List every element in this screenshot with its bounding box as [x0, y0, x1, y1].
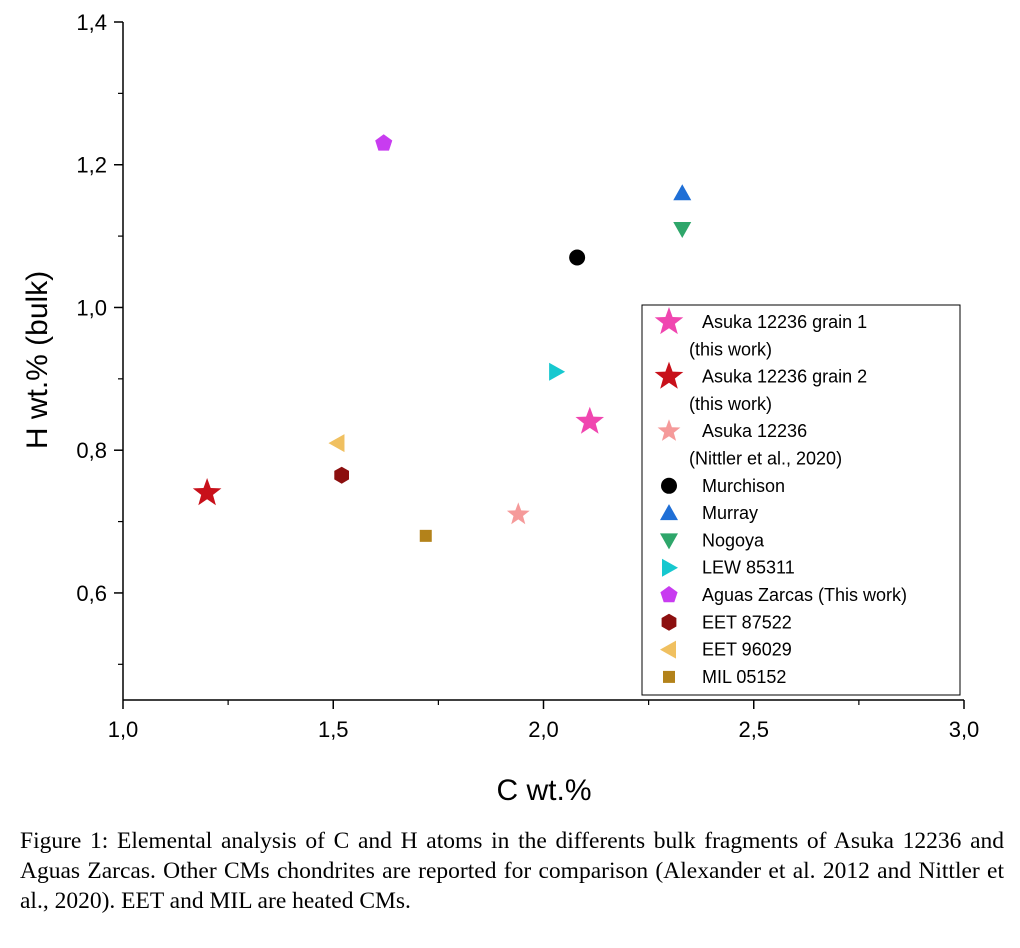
- legend-label: LEW 85311: [702, 558, 795, 578]
- legend-label-continuation: (this work): [689, 394, 772, 414]
- data-point: [575, 406, 604, 434]
- data-point: [506, 502, 530, 525]
- data-point: [192, 478, 222, 506]
- x-axis-title: C wt.%: [496, 774, 591, 807]
- data-point: [328, 434, 345, 453]
- x-tick-label: 2,0: [528, 717, 559, 742]
- legend: Asuka 12236 grain 1 (this work) Asuka 1223…: [641, 304, 961, 696]
- y-tick-label: 1,2: [76, 153, 107, 178]
- legend-marker: [654, 307, 684, 335]
- y-tick-label: 1,0: [76, 295, 107, 320]
- data-point: [419, 529, 432, 542]
- legend-label: Murray: [702, 503, 758, 523]
- legend-label-continuation: (Nittler et al., 2020): [689, 449, 842, 469]
- legend-label: Asuka 12236 grain 2: [702, 367, 867, 387]
- legend-marker: [660, 586, 678, 603]
- y-tick-label: 1,4: [76, 10, 107, 35]
- legend-marker: [663, 670, 675, 683]
- legend-label: EET 96029: [702, 640, 792, 660]
- legend-marker: [660, 504, 678, 521]
- legend-marker: [654, 361, 684, 389]
- legend-label: Asuka 12236 grain 1: [702, 312, 867, 332]
- legend-label: Nogoya: [702, 530, 765, 550]
- data-point: [673, 221, 692, 238]
- scatter-chart: 1,0 1,5 2,0 2,5 3,0 0,6 0,8 1,0 1,2 1,4 Asuka 122…: [21, 10, 979, 807]
- legend-label: EET 87522: [702, 612, 792, 632]
- y-axis-title: H wt.% (bulk): [21, 271, 54, 449]
- legend-label: Asuka 12236: [702, 421, 807, 441]
- legend-label: Murchison: [702, 476, 785, 496]
- data-points: [192, 134, 692, 542]
- y-tick-label: 0,6: [76, 581, 107, 606]
- y-tick-label: 0,8: [76, 438, 107, 463]
- x-tick-label: 2,5: [738, 717, 769, 742]
- legend-marker: [660, 640, 676, 659]
- ticks: 1,0 1,5 2,0 2,5 3,0 0,6 0,8 1,0 1,2 1,4: [76, 10, 979, 742]
- x-tick-label: 3,0: [949, 717, 980, 742]
- legend-label: Aguas Zarcas (This work): [702, 585, 907, 605]
- legend-label-continuation: (this work): [689, 339, 772, 359]
- legend-label: MIL 05152: [702, 667, 786, 687]
- x-tick-label: 1,5: [318, 717, 349, 742]
- legend-marker: [657, 419, 681, 441]
- legend-marker: [660, 533, 678, 550]
- legend-box: [641, 304, 961, 696]
- legend-marker: [661, 613, 677, 631]
- x-tick-label: 1,0: [108, 717, 139, 742]
- data-point: [375, 134, 393, 151]
- figure-caption: Figure 1: Elemental analysis of C and H …: [20, 828, 1004, 914]
- legend-marker: [661, 477, 677, 494]
- legend-marker: [662, 558, 678, 577]
- data-point: [549, 362, 566, 381]
- data-point: [673, 184, 692, 201]
- data-point: [569, 249, 586, 266]
- data-point: [334, 466, 349, 484]
